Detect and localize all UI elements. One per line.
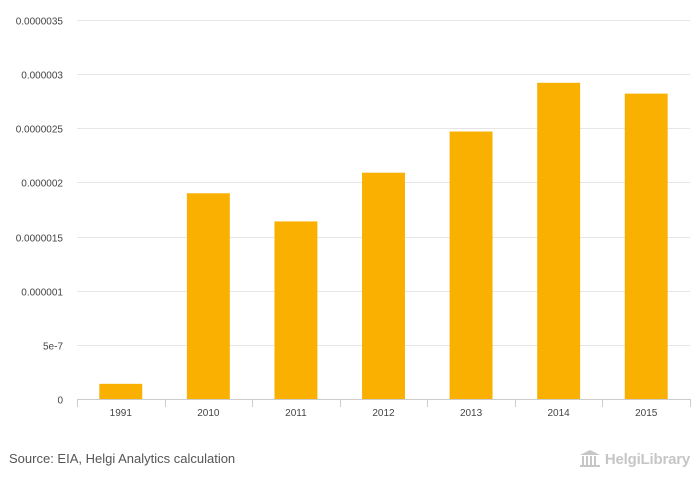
bar-2013[interactable] xyxy=(449,131,493,399)
y-tick-label: 0.000002 xyxy=(21,179,63,190)
x-tick-label: 2011 xyxy=(285,408,307,419)
brand-name: HelgiLibrary xyxy=(604,450,690,468)
y-tick-label: 0.0000015 xyxy=(16,234,64,245)
footer: Source: EIA, Helgi Analytics calculation… xyxy=(0,440,700,483)
x-tick-label: 2012 xyxy=(372,408,395,419)
x-tick-label: 2014 xyxy=(548,408,571,419)
x-tick-label: 2013 xyxy=(460,408,483,419)
bar-2012[interactable] xyxy=(362,172,405,399)
x-axis xyxy=(77,399,691,407)
library-building-icon xyxy=(579,450,600,467)
bar-chart: 0 5e-7 0.000001 0.0000015 0.000002 0.0000025 0… xyxy=(16,17,691,419)
x-tick-label: 1991 xyxy=(110,408,133,419)
x-tick-label: 2010 xyxy=(197,408,220,419)
x-axis-tick-labels: 1991 2010 2011 2012 2013 2014 2015 xyxy=(110,408,658,419)
bar-2011[interactable] xyxy=(274,221,318,399)
bar-1991[interactable] xyxy=(99,383,143,399)
y-tick-label: 5e-7 xyxy=(43,342,63,353)
y-tick-label: 0.0000035 xyxy=(16,17,64,28)
y-tick-label: 0.000001 xyxy=(21,288,63,299)
bar-2014[interactable] xyxy=(537,82,581,399)
source-note: Source: EIA, Helgi Analytics calculation xyxy=(9,451,236,466)
y-tick-label: 0 xyxy=(57,396,63,407)
x-tick-label: 2015 xyxy=(635,408,658,419)
y-axis-tick-labels: 0 5e-7 0.000001 0.0000015 0.000002 0.0000025 0… xyxy=(16,17,64,407)
bar-2015[interactable] xyxy=(624,93,668,399)
y-tick-label: 0.000003 xyxy=(21,71,63,82)
bars xyxy=(99,82,668,399)
helgi-library-logo[interactable]: HelgiLibrary xyxy=(579,449,690,469)
bar-2010[interactable] xyxy=(186,193,230,399)
y-tick-label: 0.0000025 xyxy=(16,125,64,136)
